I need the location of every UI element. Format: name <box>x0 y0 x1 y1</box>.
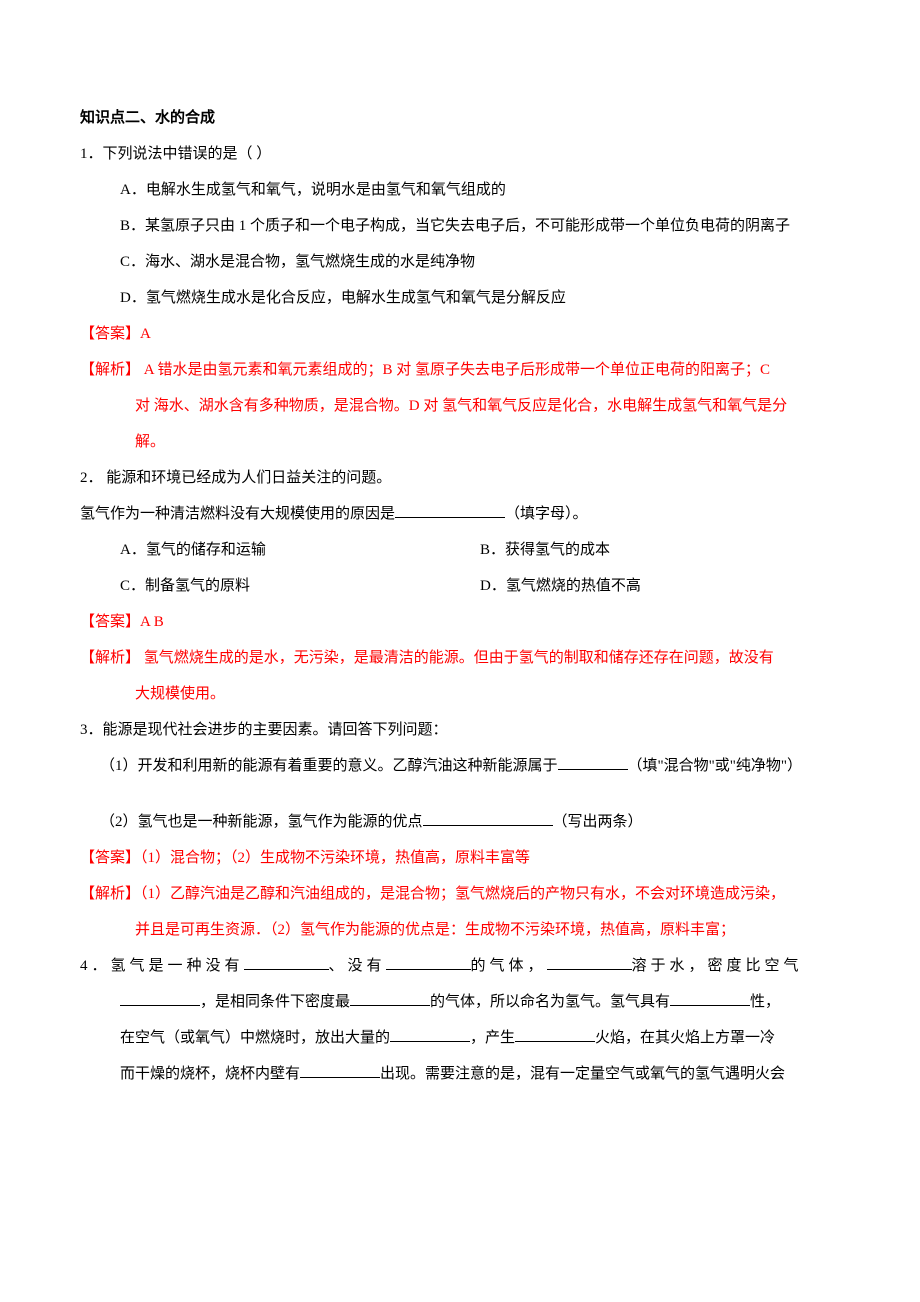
q3-part1-suffix: （填"混合物"或"纯净物"） <box>628 758 803 774</box>
q4-l3-seg1: 在空气（或氧气）中燃烧时，放出大量的 <box>120 1030 390 1046</box>
q2-option-b: B．获得氢气的成本 <box>480 532 840 568</box>
q3-part1-blank <box>558 752 628 770</box>
q4-blank7 <box>390 1024 470 1042</box>
q1-option-c: C．海水、湖水是混合物，氢气燃烧生成的水是纯净物 <box>80 244 840 280</box>
q4-l2-seg2: 的气体，所以命名为氢气。氢气具有 <box>430 994 670 1010</box>
q4-blank8 <box>515 1024 595 1042</box>
q4-blank6 <box>670 988 750 1006</box>
q4-line4: 而干燥的烧杯，烧杯内壁有 出现。需要注意的是，混有一定量空气或氧气的氢气遇明火会 <box>80 1056 840 1092</box>
q4-blank1 <box>244 952 329 970</box>
q4-blank2 <box>386 952 471 970</box>
q4-l4-seg1: 而干燥的烧杯，烧杯内壁有 <box>120 1066 300 1082</box>
q4-l1-seg2: 、没有 <box>329 958 386 974</box>
q3-part2-prefix: （2）氢气也是一种新能源，氢气作为能源的优点 <box>100 814 423 830</box>
q1-answer: 【答案】A <box>80 316 840 352</box>
q1-analysis-line2: 对 海水、湖水含有多种物质，是混合物。D 对 氢气和氧气反应是化合，水电解生成氢… <box>80 388 840 424</box>
q4-line1: 4．氢气是一种没有 、没有 的气体， 溶于水，密度比空气 <box>80 948 840 984</box>
q3-part2: （2）氢气也是一种新能源，氢气作为能源的优点 （写出两条） <box>80 804 840 840</box>
q4-l1-seg4: 溶于水，密度比空气 <box>632 958 803 974</box>
q1-option-a: A．电解水生成氢气和氧气，说明水是由氢气和氧气组成的 <box>80 172 840 208</box>
q2-answer: 【答案】A B <box>80 604 840 640</box>
q2-option-d: D．氢气燃烧的热值不高 <box>480 568 840 604</box>
q4-l1-seg3: 的气体， <box>471 958 547 974</box>
q2-option-a: A．氢气的储存和运输 <box>120 532 480 568</box>
q1-option-d: D．氢气燃烧生成水是化合反应，电解水生成氢气和氧气是分解反应 <box>80 280 840 316</box>
q4-l3-seg3: 火焰，在其火焰上方罩一冷 <box>595 1030 775 1046</box>
q1-option-b: B．某氢原子只由 1 个质子和一个电子构成，当它失去电子后，不可能形成带一个单位… <box>80 208 840 244</box>
q3-answer: 【答案】（1）混合物；（2）生成物不污染环境，热值高，原料丰富等 <box>80 840 840 876</box>
q4-blank9 <box>300 1060 380 1078</box>
q4-blank4 <box>120 988 200 1006</box>
q2-blank <box>395 500 505 518</box>
q3-part2-suffix: （写出两条） <box>553 814 643 830</box>
q1-analysis-line1: 【解析】 A 错水是由氢元素和氧元素组成的；B 对 氢原子失去电子后形成带一个单… <box>80 352 840 388</box>
q1-stem: 1．下列说法中错误的是（ ） <box>80 136 840 172</box>
q2-blank-prefix: 氢气作为一种清洁燃料没有大规模使用的原因是 <box>80 506 395 522</box>
q4-blank5 <box>350 988 430 1006</box>
q4-l1-seg1: 4．氢气是一种没有 <box>80 958 244 974</box>
q3-part1: （1）开发和利用新的能源有着重要的意义。乙醇汽油这种新能源属于 （填"混合物"或"… <box>80 748 840 784</box>
q2-fill-line: 氢气作为一种清洁燃料没有大规模使用的原因是 （填字母）。 <box>80 496 840 532</box>
q4-l2-seg1: ，是相同条件下密度最 <box>200 994 350 1010</box>
q4-l3-seg2: ，产生 <box>470 1030 515 1046</box>
q4-l4-seg2: 出现。需要注意的是，混有一定量空气或氧气的氢气遇明火会 <box>380 1066 785 1082</box>
q2-stem: 2． 能源和环境已经成为人们日益关注的问题。 <box>80 460 840 496</box>
q3-stem: 3．能源是现代社会进步的主要因素。请回答下列问题： <box>80 712 840 748</box>
q2-options-row-2: C．制备氢气的原料 D．氢气燃烧的热值不高 <box>80 568 840 604</box>
q3-analysis-line1: 【解析】（1）乙醇汽油是乙醇和汽油组成的，是混合物；氢气燃烧后的产物只有水，不会… <box>80 876 840 912</box>
q4-l2-seg3: 性， <box>750 994 780 1010</box>
q1-analysis-line3: 解。 <box>80 424 840 460</box>
q3-analysis-line2: 并且是可再生资源．（2）氢气作为能源的优点是：生成物不污染环境，热值高，原料丰富… <box>80 912 840 948</box>
section-title: 知识点二、水的合成 <box>80 100 840 136</box>
q4-line2: ，是相同条件下密度最 的气体，所以命名为氢气。氢气具有 性， <box>80 984 840 1020</box>
q2-blank-suffix: （填字母）。 <box>505 506 588 522</box>
q2-analysis-line1: 【解析】 氢气燃烧生成的是水，无污染，是最清洁的能源。但由于氢气的制取和储存还存… <box>80 640 840 676</box>
q3-part1-prefix: （1）开发和利用新的能源有着重要的意义。乙醇汽油这种新能源属于 <box>100 758 558 774</box>
q2-option-c: C．制备氢气的原料 <box>120 568 480 604</box>
q4-line3: 在空气（或氧气）中燃烧时，放出大量的 ，产生 火焰，在其火焰上方罩一冷 <box>80 1020 840 1056</box>
q4-blank3 <box>547 952 632 970</box>
q2-options-row-1: A．氢气的储存和运输 B．获得氢气的成本 <box>80 532 840 568</box>
q2-analysis-line2: 大规模使用。 <box>80 676 840 712</box>
q3-part2-blank <box>423 808 553 826</box>
